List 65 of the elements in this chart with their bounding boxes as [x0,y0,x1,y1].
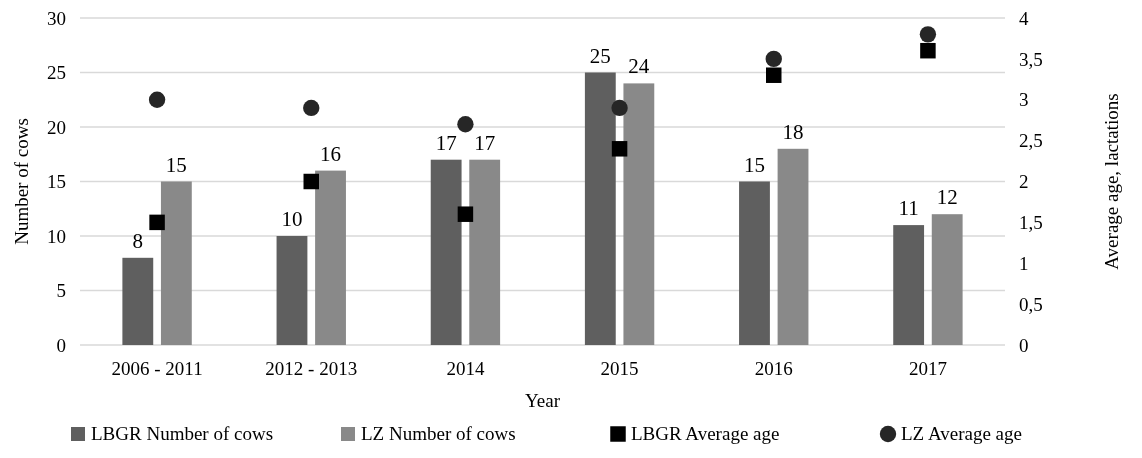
y2-tick-label: 3,5 [1019,48,1043,70]
bar [276,236,308,345]
y-tick-label: 30 [47,7,66,29]
bar [931,214,963,345]
y-axis-title: Number of cows [11,118,32,245]
point [766,67,782,83]
bar [584,72,616,345]
data-label: 17 [435,130,457,155]
y2-tick-label: 0 [1019,334,1029,356]
data-label: 25 [589,43,611,68]
legend-label: LZ Average age [901,423,1022,444]
bar [777,148,809,345]
data-label: 24 [628,54,650,79]
data-label: 15 [743,152,765,177]
data-label: 10 [281,207,303,231]
bar [623,83,655,345]
point [765,50,782,68]
point [920,42,936,59]
bar [160,181,192,345]
legend-label: LZ Number of cows [361,423,516,444]
y-tick-label: 0 [56,334,66,356]
data-label: 16 [320,141,342,166]
bar [315,170,346,345]
data-label: 18 [782,119,804,144]
point [457,116,474,133]
x-tick-label: 2006 - 2011 [111,358,203,379]
y-tick-label: 5 [56,280,66,302]
data-label: 12 [936,185,958,210]
data-label: 11 [898,196,919,221]
point [611,99,628,117]
point [303,99,320,117]
point [611,141,628,157]
y2-tick-label: 2,5 [1019,130,1043,152]
y2-tick-label: 1,5 [1019,212,1043,234]
y2-tick-label: 2 [1019,171,1029,193]
y-tick-label: 25 [47,62,66,84]
bar [122,257,154,345]
data-label: 15 [165,152,187,177]
point [149,214,165,231]
bar [739,181,770,345]
point [919,26,937,43]
point [457,206,474,222]
y2-tick-label: 3 [1019,89,1029,111]
x-tick-label: 2017 [908,358,947,379]
y-tick-label: 20 [47,116,66,138]
bar [469,159,501,345]
data-label: 17 [474,130,496,155]
y2-axis-title: Average age, lactations [1101,93,1122,270]
x-tick-label: 2016 [754,358,793,379]
legend-label: LBGR Number of cows [91,423,274,444]
point [148,91,166,108]
bar [430,159,462,345]
y-tick-label: 10 [47,225,66,247]
x-tick-label: 2015 [600,358,639,379]
bar [893,225,925,345]
y2-tick-label: 0,5 [1019,293,1043,315]
x-tick-label: 2014 [446,358,485,379]
y-tick-label: 15 [47,171,66,193]
y2-tick-label: 4 [1019,7,1029,29]
data-label: 8 [132,228,144,253]
x-axis-title: Year [524,390,561,411]
x-tick-label: 2012 - 2013 [265,358,358,379]
y2-tick-label: 1 [1019,252,1029,274]
point [303,173,319,190]
legend-label: LBGR Average age [631,423,780,444]
